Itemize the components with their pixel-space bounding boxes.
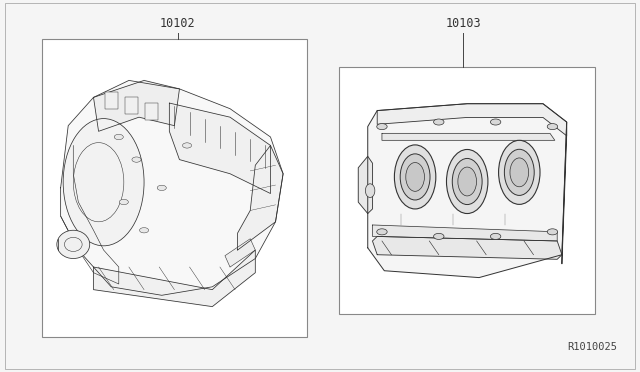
Ellipse shape: [452, 158, 482, 205]
Circle shape: [140, 228, 148, 233]
Polygon shape: [368, 104, 566, 278]
Ellipse shape: [365, 184, 375, 198]
Text: 10102: 10102: [160, 17, 196, 30]
Ellipse shape: [394, 145, 436, 209]
Circle shape: [182, 143, 191, 148]
Polygon shape: [170, 103, 271, 193]
Circle shape: [377, 229, 387, 235]
Bar: [105, 92, 118, 109]
Ellipse shape: [63, 119, 144, 246]
Text: 10103: 10103: [445, 17, 481, 30]
Bar: [145, 103, 158, 120]
Circle shape: [132, 157, 141, 162]
Circle shape: [547, 229, 557, 235]
Ellipse shape: [400, 154, 430, 200]
Polygon shape: [382, 134, 555, 140]
Polygon shape: [377, 104, 566, 136]
Circle shape: [377, 124, 387, 129]
Ellipse shape: [504, 149, 534, 195]
Ellipse shape: [447, 150, 488, 214]
Bar: [125, 97, 138, 114]
Polygon shape: [93, 80, 179, 131]
Circle shape: [433, 233, 444, 240]
Polygon shape: [237, 145, 283, 250]
Text: R1010025: R1010025: [568, 341, 618, 352]
Ellipse shape: [57, 230, 90, 259]
Ellipse shape: [406, 163, 424, 191]
Circle shape: [490, 119, 501, 125]
Bar: [339, 67, 595, 314]
Ellipse shape: [510, 158, 529, 187]
Polygon shape: [61, 80, 283, 295]
Circle shape: [433, 119, 444, 125]
Circle shape: [157, 185, 166, 190]
Polygon shape: [562, 122, 566, 264]
Bar: [42, 39, 307, 337]
Circle shape: [114, 134, 124, 140]
Circle shape: [119, 199, 129, 205]
Polygon shape: [93, 250, 255, 307]
Ellipse shape: [499, 140, 540, 204]
Polygon shape: [225, 239, 255, 267]
Polygon shape: [358, 156, 372, 214]
Circle shape: [547, 124, 557, 129]
Polygon shape: [372, 225, 557, 241]
Polygon shape: [372, 237, 562, 259]
Ellipse shape: [458, 167, 477, 196]
Circle shape: [490, 233, 501, 240]
